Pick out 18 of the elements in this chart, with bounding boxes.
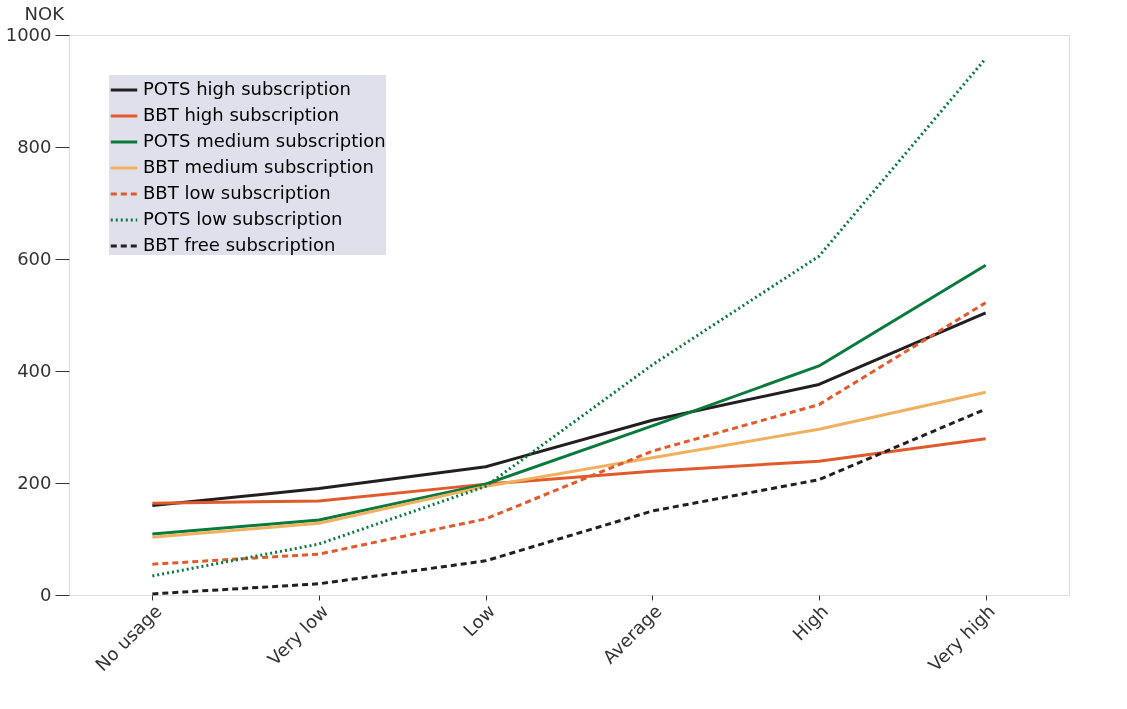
- line-series: [150, 301, 988, 566]
- x-tick-label: Low: [458, 600, 499, 641]
- line-series: [150, 311, 988, 507]
- y-axis-title: NOK: [24, 2, 66, 24]
- y-tick-label: 0: [40, 583, 52, 605]
- y-tick-label: 400: [17, 359, 52, 381]
- legend-label: POTS low subscription: [143, 208, 343, 229]
- legend-label: POTS high subscription: [143, 78, 351, 99]
- y-tick-label: 1000: [5, 23, 52, 45]
- legend-label: POTS medium subscription: [143, 130, 386, 151]
- line-series: [150, 390, 988, 539]
- legend-label: BBT medium subscription: [143, 156, 374, 177]
- legend-label: BBT high subscription: [143, 104, 340, 125]
- y-tick-label: 200: [17, 471, 52, 493]
- legend-label: BBT free subscription: [143, 234, 336, 255]
- y-tick-label: 600: [17, 247, 52, 269]
- legend-label: BBT low subscription: [143, 182, 331, 203]
- y-tick-label: 800: [17, 135, 52, 157]
